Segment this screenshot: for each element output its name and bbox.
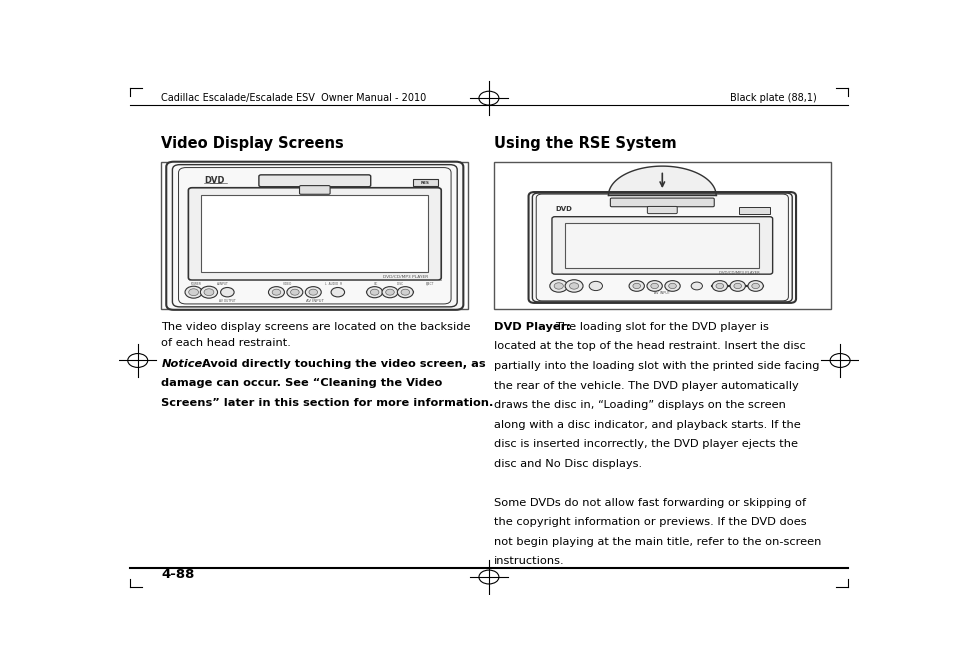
Text: of each head restraint.: of each head restraint.: [161, 339, 291, 349]
Text: L  AUDIO  R: L AUDIO R: [324, 282, 341, 286]
Circle shape: [751, 283, 759, 289]
Circle shape: [200, 286, 217, 298]
Circle shape: [309, 289, 317, 295]
Circle shape: [220, 287, 233, 297]
Circle shape: [628, 281, 643, 291]
Bar: [161, 162, 468, 309]
Text: Some DVDs do not allow fast forwarding or skipping of: Some DVDs do not allow fast forwarding o…: [494, 498, 805, 508]
Circle shape: [711, 281, 727, 291]
Circle shape: [729, 281, 744, 291]
Text: disc is inserted incorrectly, the DVD player ejects the: disc is inserted incorrectly, the DVD pl…: [494, 439, 798, 449]
Text: Cadillac Escalade/Escalade ESV  Owner Manual - 2010: Cadillac Escalade/Escalade ESV Owner Man…: [161, 93, 426, 103]
FancyBboxPatch shape: [552, 216, 772, 274]
Text: Black plate (88,1): Black plate (88,1): [729, 93, 816, 103]
Text: AV OUTPUT: AV OUTPUT: [219, 299, 235, 303]
Circle shape: [716, 283, 723, 289]
Circle shape: [272, 289, 280, 295]
Text: RES: RES: [420, 180, 429, 184]
Text: EJECT: EJECT: [425, 282, 434, 286]
Text: not begin playing at the main title, refer to the on-screen: not begin playing at the main title, ref…: [494, 537, 821, 547]
FancyBboxPatch shape: [647, 206, 677, 214]
Text: OC: OC: [374, 282, 378, 286]
Circle shape: [287, 287, 302, 298]
Circle shape: [204, 289, 213, 296]
Circle shape: [385, 289, 394, 295]
Text: damage can occur. See “Cleaning the Video: damage can occur. See “Cleaning the Vide…: [161, 379, 442, 389]
Circle shape: [370, 289, 378, 295]
Text: draws the disc in, “Loading” displays on the screen: draws the disc in, “Loading” displays on…: [494, 400, 785, 410]
Circle shape: [291, 289, 299, 295]
FancyBboxPatch shape: [299, 186, 330, 194]
Bar: [413, 179, 437, 186]
FancyBboxPatch shape: [166, 162, 463, 310]
FancyBboxPatch shape: [258, 175, 371, 187]
Text: the rear of the vehicle. The DVD player automatically: the rear of the vehicle. The DVD player …: [494, 381, 798, 391]
Circle shape: [268, 287, 284, 298]
Circle shape: [381, 287, 397, 298]
Text: AV INPUT: AV INPUT: [306, 299, 323, 303]
Text: The video display screens are located on the backside: The video display screens are located on…: [161, 322, 471, 332]
Circle shape: [554, 283, 563, 289]
Circle shape: [632, 283, 639, 289]
Text: partially into the loading slot with the printed side facing: partially into the loading slot with the…: [494, 361, 819, 371]
Circle shape: [397, 287, 413, 298]
Text: along with a disc indicator, and playback starts. If the: along with a disc indicator, and playbac…: [494, 420, 800, 430]
Text: Using the RSE System: Using the RSE System: [494, 136, 676, 151]
Circle shape: [549, 280, 567, 292]
Circle shape: [691, 282, 701, 290]
Bar: [201, 196, 428, 272]
Text: DVD/CD/MP3 PLAYER: DVD/CD/MP3 PLAYER: [718, 271, 759, 275]
Bar: [739, 206, 769, 214]
Text: DVD: DVD: [204, 176, 225, 185]
Circle shape: [569, 283, 578, 289]
Text: VIDEO: VIDEO: [282, 282, 292, 286]
Text: DISC: DISC: [396, 282, 404, 286]
Circle shape: [189, 289, 198, 296]
Circle shape: [400, 289, 409, 295]
Text: disc and No Disc displays.: disc and No Disc displays.: [494, 459, 641, 469]
Circle shape: [668, 283, 676, 289]
Text: instructions.: instructions.: [494, 556, 564, 566]
Text: Notice:: Notice:: [161, 359, 207, 369]
Text: POWER: POWER: [191, 282, 202, 286]
Text: Screens” later in this section for more information.: Screens” later in this section for more …: [161, 398, 494, 408]
Text: AV INPUT: AV INPUT: [654, 291, 670, 295]
Text: 4-88: 4-88: [161, 568, 194, 581]
Circle shape: [366, 287, 382, 298]
Bar: [494, 162, 830, 309]
Circle shape: [185, 286, 202, 298]
Circle shape: [733, 283, 740, 289]
Text: A-INPUT: A-INPUT: [216, 282, 229, 286]
Text: located at the top of the head restraint. Insert the disc: located at the top of the head restraint…: [494, 341, 805, 351]
Circle shape: [331, 287, 344, 297]
Circle shape: [646, 281, 661, 291]
FancyBboxPatch shape: [528, 192, 795, 303]
Text: DVD: DVD: [555, 206, 571, 212]
FancyBboxPatch shape: [610, 198, 714, 206]
Text: DVD Player:: DVD Player:: [494, 322, 571, 332]
Text: DVD/CD/MP3 PLAYER: DVD/CD/MP3 PLAYER: [383, 275, 428, 279]
Text: Video Display Screens: Video Display Screens: [161, 136, 344, 151]
Circle shape: [305, 287, 321, 298]
Text: Avoid directly touching the video screen, as: Avoid directly touching the video screen…: [202, 359, 485, 369]
Text: The loading slot for the DVD player is: The loading slot for the DVD player is: [554, 322, 768, 332]
Bar: [564, 223, 759, 268]
FancyBboxPatch shape: [188, 188, 441, 280]
Circle shape: [650, 283, 658, 289]
Circle shape: [664, 281, 679, 291]
Circle shape: [589, 281, 602, 291]
Text: the copyright information or previews. If the DVD does: the copyright information or previews. I…: [494, 517, 806, 527]
Circle shape: [747, 281, 762, 291]
Polygon shape: [608, 166, 716, 196]
Circle shape: [564, 280, 582, 292]
